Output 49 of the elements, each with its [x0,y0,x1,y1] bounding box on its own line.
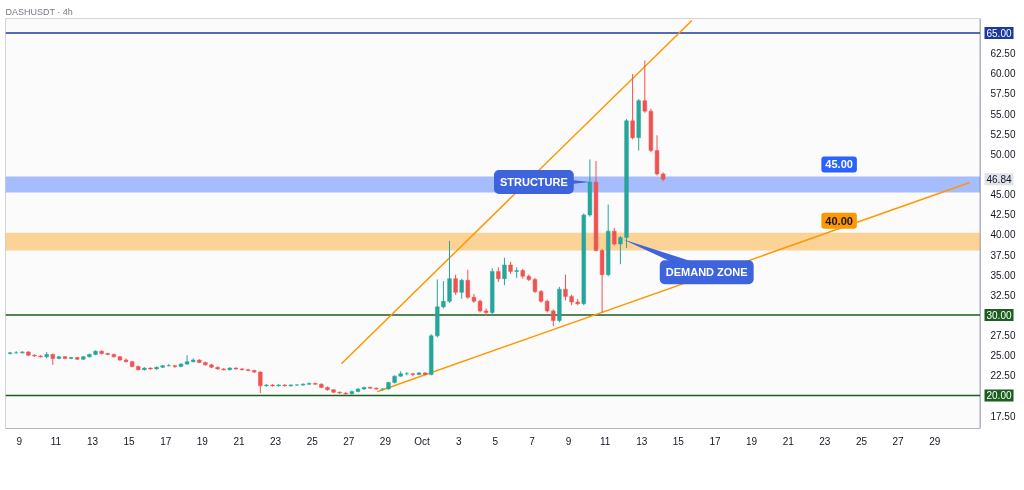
x-tick-label: 19 [196,435,209,447]
x-tick-label: 25 [306,435,319,447]
x-tick-label: 13 [636,435,648,447]
x-tick-label: 11 [599,435,611,447]
y-tick-label: 50.00 [990,148,1016,160]
ref-line-label: 20.00 [986,390,1012,402]
band-label: 45.00 [825,158,853,171]
y-tick-label: 27.50 [990,330,1016,342]
y-tick-label: 62.50 [990,48,1016,60]
x-tick-label: 27 [343,435,355,447]
x-tick-label: 23 [270,435,282,447]
x-tick-label: 17 [160,435,172,447]
x-tick-label: 5 [492,435,499,447]
y-tick-label: 37.50 [990,249,1016,261]
x-tick-label: 9 [16,435,23,447]
x-tick-label: 11 [50,435,62,447]
y-tick-label: 32.50 [990,289,1016,301]
y-tick-label: 22.50 [990,370,1016,382]
y-tick-label: 40.00 [990,229,1016,241]
text: 46.84 [986,174,1012,186]
x-tick-label: Oct [414,435,431,447]
y-tick-label: 42.50 [990,209,1016,221]
x-tick-label: 23 [819,435,831,447]
chart-title: DASHUSDT · 4h [5,7,73,17]
y-tick-label: 55.00 [990,108,1016,120]
band-label: 40.00 [825,214,853,227]
x-tick-label: 21 [233,435,245,447]
ref-line-label: 30.00 [986,309,1012,321]
x-tick-label: 27 [892,435,905,447]
x-tick-label: 19 [746,435,758,447]
x-tick-label: 15 [672,435,685,447]
x-tick-label: 21 [782,435,795,447]
x-tick-label: 15 [123,435,136,447]
x-tick-label: 9 [565,435,572,447]
y-tick-label: 57.50 [990,88,1016,100]
x-tick-label: 17 [709,435,722,447]
x-tick-label: 25 [855,435,868,447]
y-tick-label: 25.00 [990,350,1016,362]
x-tick-label: 29 [379,435,392,447]
y-tick-label: 35.00 [990,269,1016,281]
x-tick-label: 7 [529,435,536,447]
y-tick-label: 45.00 [990,189,1016,201]
y-tick-label: 17.50 [990,410,1016,422]
ref-line-label: 65.00 [986,28,1012,39]
x-tick-label: 13 [86,435,99,447]
x-tick-label: 3 [455,435,462,447]
y-tick-label: 52.50 [990,128,1016,140]
x-tick-label: 29 [929,435,941,447]
y-tick-label: 60.00 [990,68,1016,80]
